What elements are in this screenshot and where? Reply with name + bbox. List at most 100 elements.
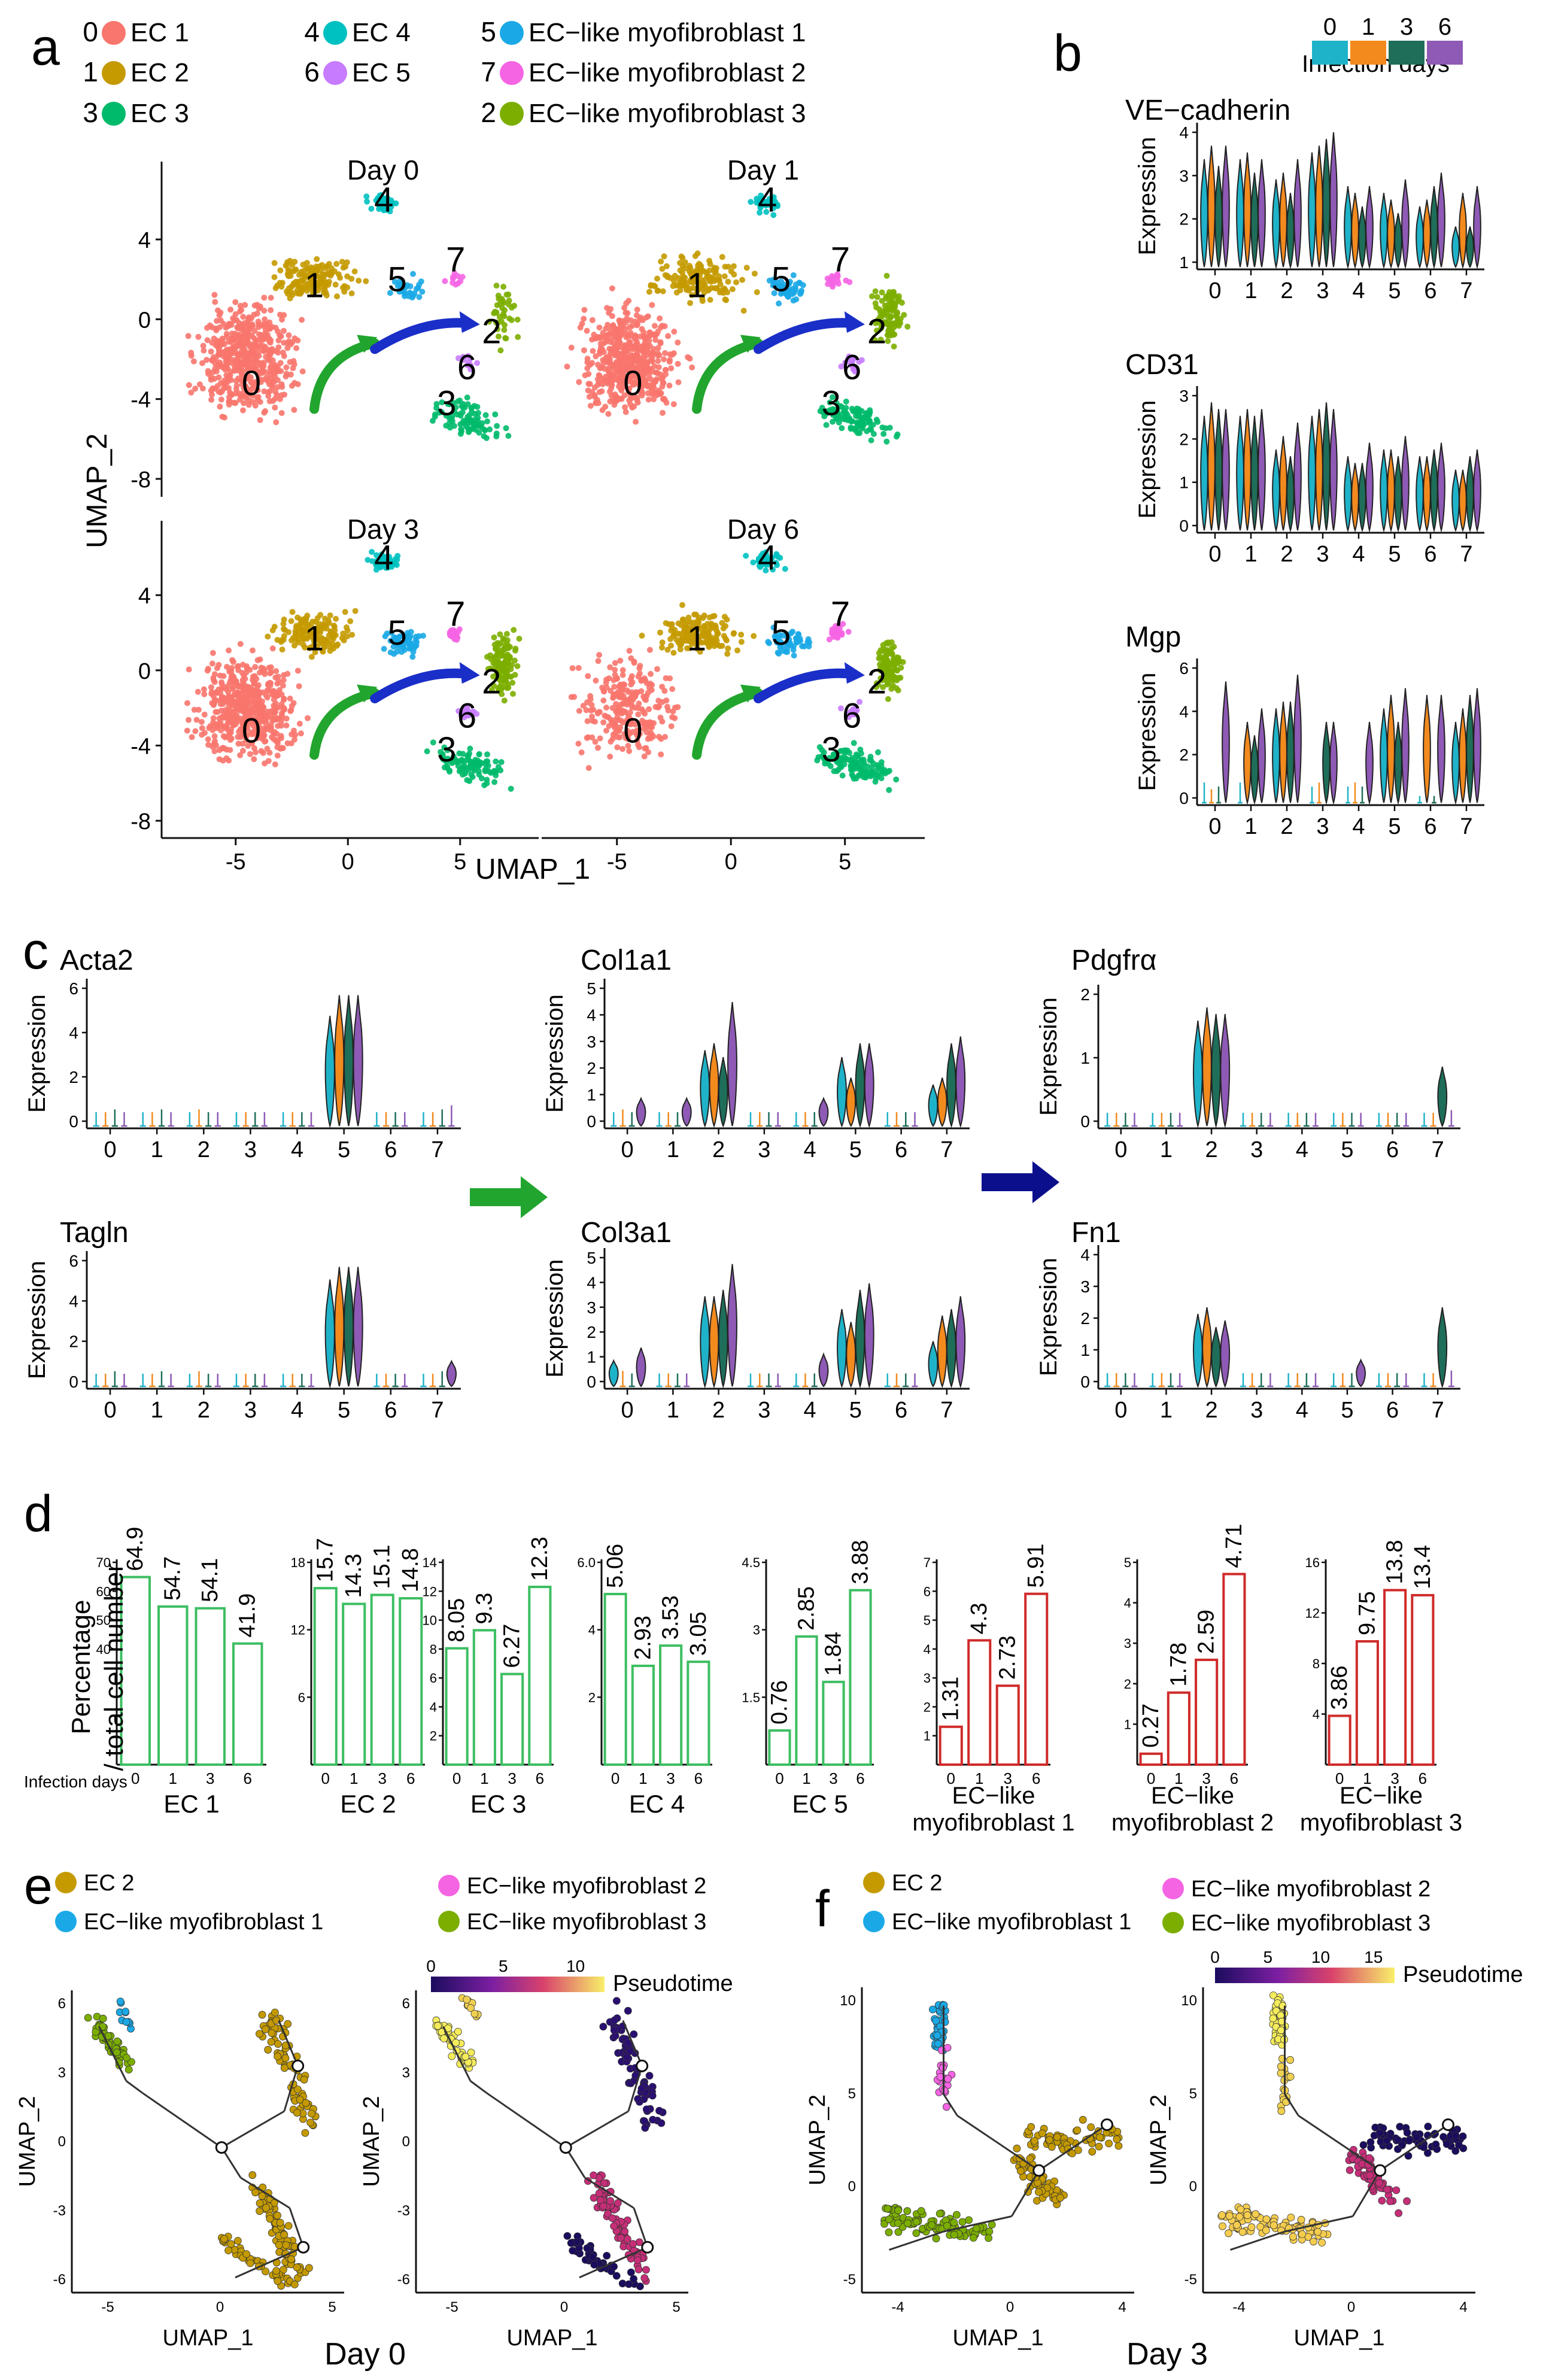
cell-point [251, 756, 257, 763]
cell-point [831, 768, 837, 775]
cell-point [266, 2215, 274, 2223]
bar-value-label: 8.05 [444, 1598, 469, 1643]
violin [1222, 409, 1230, 531]
cell-point [305, 715, 311, 721]
blue-arrow-head [459, 662, 480, 684]
cell-point [754, 289, 760, 296]
cell-point [278, 392, 285, 399]
cell-point [262, 671, 268, 678]
cell-point [621, 392, 628, 399]
y-tick-label: 0 [69, 1373, 78, 1391]
cell-point [594, 381, 601, 388]
cell-point [626, 385, 633, 391]
cell-point [297, 730, 304, 737]
y-tick-label: 4 [588, 1623, 596, 1638]
cell-point [630, 379, 636, 385]
cell-point [581, 306, 588, 313]
cell-point [99, 2014, 107, 2023]
cell-point [209, 660, 215, 667]
x-tick-label: 4 [1352, 278, 1365, 303]
cell-point [593, 678, 599, 684]
cell-point [612, 334, 618, 341]
cell-point [663, 366, 669, 373]
violin [1380, 193, 1388, 269]
cell-point [215, 374, 222, 381]
cell-point [214, 382, 221, 389]
violin [700, 1050, 710, 1128]
cell-point [259, 377, 265, 383]
legend-dot [438, 1911, 460, 1932]
cell-point [607, 664, 613, 670]
cell-point [664, 272, 670, 279]
cell-point [890, 332, 897, 338]
y-tick-label: -6 [53, 2272, 66, 2288]
cell-point [218, 681, 225, 687]
x-tick-label: 0 [1114, 1137, 1127, 1162]
y-tick-label: 3 [1080, 1277, 1090, 1296]
cell-point [654, 288, 661, 295]
cell-point [606, 356, 613, 362]
cell-point [651, 396, 657, 403]
x-tick-label: 6 [1424, 278, 1436, 303]
cell-point [216, 715, 223, 722]
violin [1416, 206, 1424, 269]
cell-point [622, 357, 628, 363]
violin [446, 1359, 457, 1388]
cell-point [84, 2014, 92, 2022]
panel-label-b: b [1053, 25, 1082, 82]
cluster-label-4: 4 [374, 538, 393, 577]
cell-point [191, 706, 198, 713]
x-tick-label: 6 [536, 1769, 544, 1787]
violin [1272, 179, 1280, 269]
cell-point [694, 287, 701, 294]
legend-swatch-day-6 [1427, 41, 1463, 65]
cell-point [297, 621, 303, 627]
cell-point [637, 663, 643, 669]
y-tick-label: 4 [69, 1024, 78, 1042]
cell-point [661, 323, 668, 329]
cell-point [722, 636, 729, 642]
panel-label-d: d [24, 1485, 53, 1543]
violin-endothelial-markers-panel: Infection days0136VE−cadherinExpression1… [1125, 14, 1484, 839]
bar-value-label: 3.86 [1327, 1665, 1352, 1710]
cell-point [655, 703, 662, 710]
cell-point [256, 2199, 264, 2208]
cell-point [274, 2211, 281, 2220]
cell-point [893, 312, 899, 319]
cell-point [215, 351, 221, 358]
cell-point [655, 358, 661, 365]
cell-point [888, 313, 894, 320]
violin [1308, 415, 1316, 531]
bar-1 [795, 1635, 818, 1766]
bar-1 [631, 1664, 655, 1766]
cell-point [743, 265, 750, 271]
x-tick-label: 1 [639, 1769, 647, 1787]
cell-point [218, 338, 225, 344]
violin [1365, 721, 1374, 805]
violin-plot: Col3a1 Expression 0 1 2 3 4 5 0 1 2 3 4 5 6 7 [542, 1217, 970, 1423]
cell-point [603, 705, 610, 711]
violin [946, 1309, 956, 1388]
cell-point [433, 400, 440, 407]
cell-point [390, 200, 397, 207]
cell-point [628, 352, 634, 359]
cell-point [841, 753, 848, 760]
cell-point [271, 274, 278, 280]
violin [1211, 1013, 1221, 1128]
cell-point [268, 295, 274, 301]
cell-point [501, 636, 508, 643]
y-tick-label: 2 [69, 1332, 78, 1351]
y-tick-label: 6 [69, 1252, 78, 1270]
cell-point [209, 649, 216, 656]
cell-point [765, 198, 772, 205]
cell-point [284, 2020, 292, 2028]
cell-point [250, 647, 256, 654]
cell-point [211, 677, 217, 684]
cell-point [293, 2263, 301, 2272]
cell-point [236, 728, 242, 735]
cell-point [708, 621, 715, 627]
cell-point [503, 631, 510, 637]
x-tick-label: 5 [849, 1398, 862, 1423]
cell-point [251, 327, 258, 334]
